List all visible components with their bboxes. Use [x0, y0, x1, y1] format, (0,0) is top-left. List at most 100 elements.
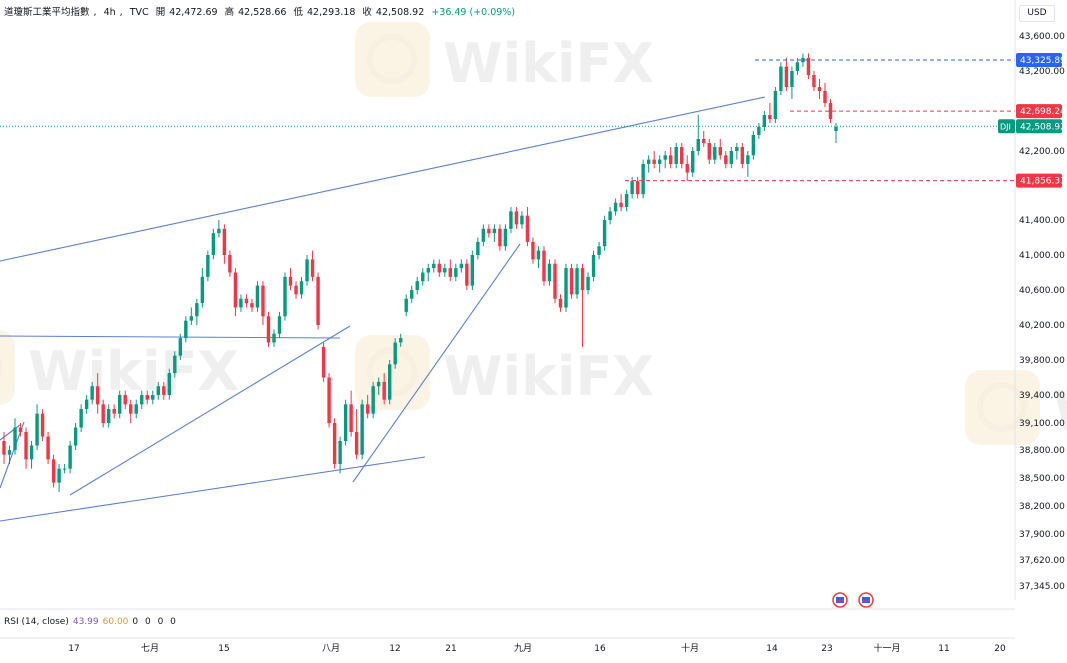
candle-body: [591, 255, 596, 277]
candle-body: [360, 404, 364, 455]
watermark-logo: [965, 370, 1040, 445]
candle: [310, 250, 315, 282]
candle: [211, 228, 216, 260]
price-tick-label: 39,400.00: [1019, 391, 1065, 401]
candle: [448, 259, 453, 282]
event-markers[interactable]: [832, 592, 874, 608]
candle-body: [470, 255, 475, 286]
price-tick-label: 38,500.00: [1019, 474, 1065, 484]
candle-body: [575, 268, 579, 295]
time-tick-label: 17: [68, 644, 79, 654]
candle-body: [674, 147, 678, 164]
candle-body: [707, 143, 711, 160]
candle: [90, 381, 94, 405]
interval[interactable]: 4h: [103, 7, 116, 18]
candle-body: [602, 220, 607, 247]
candle: [503, 224, 508, 251]
candle: [834, 123, 838, 143]
candle-body: [140, 395, 144, 405]
price-tick-label: 43,600.00: [1019, 32, 1065, 42]
candle-body: [542, 250, 546, 282]
watermark-logo: [355, 22, 430, 97]
candle-body: [531, 241, 535, 260]
price-badge-label: 41,856.31: [1020, 177, 1066, 187]
candle-body: [90, 386, 94, 400]
trend-line: [0, 424, 21, 441]
candle: [73, 423, 78, 450]
time-axis[interactable]: 17 七月 15 八月 12 21 九月 16 十月 14 23 十一月 11 20: [0, 608, 1015, 654]
candle-body: [338, 441, 342, 464]
candle: [812, 71, 816, 91]
candle-body: [613, 202, 618, 212]
candle: [294, 281, 298, 299]
candle-body: [73, 427, 78, 446]
candle-body: [713, 147, 717, 160]
candle-body: [525, 215, 530, 242]
price-badge: [1016, 119, 1062, 134]
trend-line: [0, 96, 766, 262]
time-tick-label: 十一月: [873, 642, 900, 654]
candle-body: [399, 338, 403, 343]
candle-body: [410, 290, 414, 299]
watermark-logo-ring: [977, 382, 1027, 432]
candle-body: [151, 395, 155, 400]
candle: [162, 381, 166, 400]
price-tick-label: 39,100.00: [1019, 419, 1065, 429]
price-badge: [1016, 104, 1062, 119]
candle: [35, 404, 39, 450]
candle: [62, 464, 67, 474]
candle: [57, 464, 61, 492]
candle-body: [751, 135, 756, 156]
event-flag-icon: [858, 592, 874, 608]
candle: [558, 294, 563, 312]
candle: [365, 395, 370, 419]
candle-body: [327, 377, 331, 423]
candle: [29, 441, 34, 469]
candle: [250, 298, 254, 312]
price-tick-label: 40,600.00: [1019, 286, 1065, 296]
candle-body: [564, 268, 568, 308]
time-tick-label: 七月: [141, 643, 159, 654]
candle: [327, 373, 331, 428]
open-label: 開: [155, 7, 166, 18]
candle-body: [101, 404, 105, 423]
price-tick-label: 40,200.00: [1019, 321, 1065, 331]
candle-body: [51, 459, 56, 483]
symbol-name[interactable]: 道瓊斯工業平均指數: [4, 7, 90, 18]
candle-body: [503, 228, 508, 247]
candle: [597, 241, 601, 260]
candle: [233, 268, 238, 317]
price-tick-label: 43,200.00: [1019, 67, 1065, 77]
candle: [437, 259, 441, 277]
candle: [602, 215, 607, 251]
candle-body: [123, 395, 127, 405]
open-value: 42,472.69: [169, 7, 218, 18]
candle-body: [762, 115, 767, 127]
candle: [376, 377, 381, 395]
candle-body: [569, 268, 574, 295]
candle: [509, 207, 513, 234]
price-tick-label: 38,800.00: [1019, 446, 1065, 456]
candle-body: [619, 202, 623, 208]
candle-body: [272, 333, 276, 343]
currency-button[interactable]: USD: [1019, 5, 1055, 22]
candle-body: [834, 127, 838, 131]
candle-body: [283, 276, 287, 317]
candle: [553, 259, 557, 304]
candle: [718, 139, 722, 160]
candle-body: [668, 155, 673, 164]
trend-line: [352, 243, 521, 483]
candle: [173, 351, 177, 378]
candle: [663, 151, 667, 169]
candle-body: [29, 445, 34, 460]
low-value: 42,293.18: [307, 7, 356, 18]
candle: [382, 373, 386, 405]
candle-body: [13, 427, 17, 450]
event-flag-icon: [832, 592, 848, 608]
candle: [46, 432, 50, 464]
close-value: 42,508.92: [375, 7, 425, 18]
rsi-legend[interactable]: RSI (14, close) 43.99 60.00 0 0 0 0: [4, 617, 178, 627]
price-axis[interactable]: 43,600.00 43,200.00 42,200.00 41,400.00 41,0…: [1014, 0, 1065, 600]
